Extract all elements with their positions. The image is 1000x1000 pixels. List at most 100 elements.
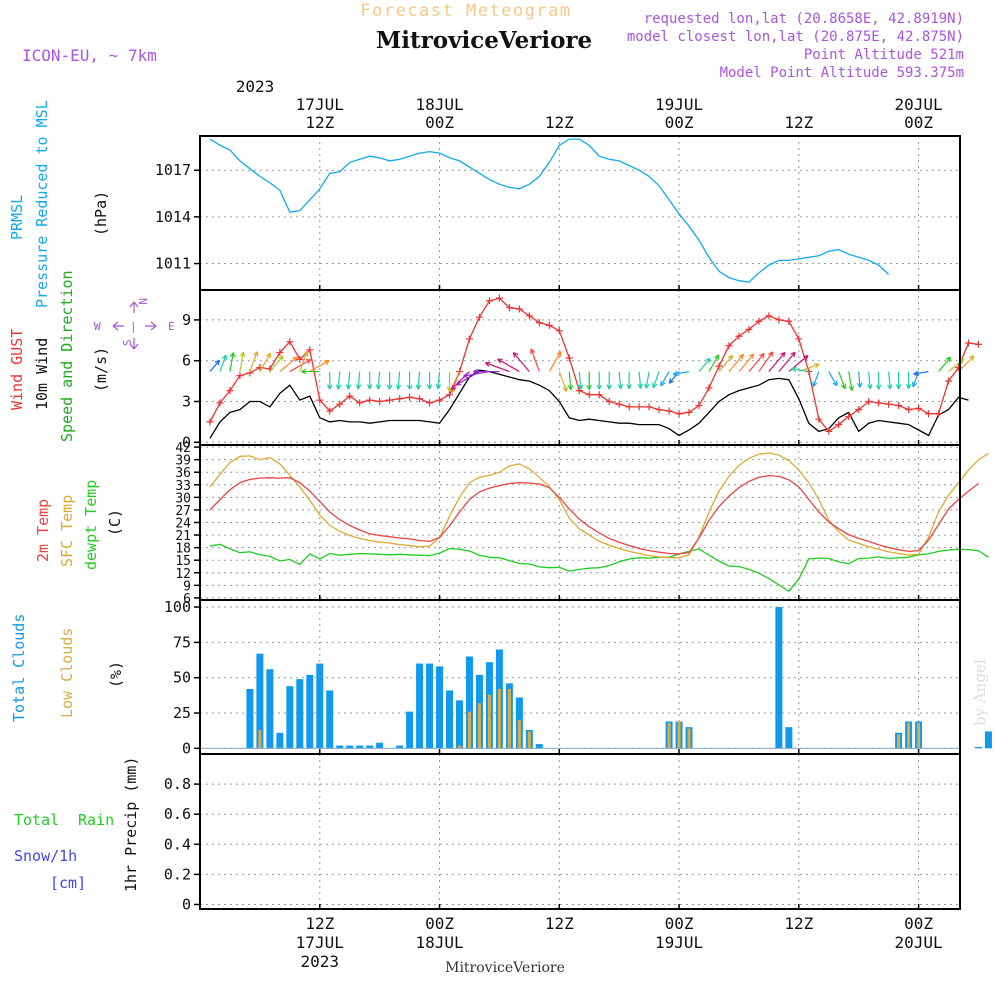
wind-arrow [758, 351, 774, 372]
pressure-label-1: PRMSL [8, 195, 26, 240]
gust-marker [555, 327, 563, 335]
model-name: ICON-EU, ~ 7km [22, 46, 157, 65]
wind-arrow-head [660, 380, 666, 387]
wind-arrow [229, 352, 234, 372]
gust-marker [795, 335, 803, 343]
wind-arrow-head [303, 351, 309, 357]
low-cloud-bar [477, 703, 481, 749]
gust-marker [426, 399, 434, 407]
compass-west: W [94, 320, 101, 333]
gust-marker [785, 317, 793, 325]
gust-marker [685, 408, 693, 416]
top-hour-label: 12Z [784, 113, 813, 132]
wind-arrow [568, 371, 572, 390]
total-cloud-bar [286, 686, 294, 749]
clouds-ytick-label: 0 [182, 739, 191, 757]
wind-arrow [497, 358, 520, 373]
gust-marker [625, 403, 633, 411]
location-title: MitroviceVeriore [376, 27, 592, 54]
wind-arrow [530, 348, 540, 372]
wind-arrow [249, 351, 258, 372]
gust-marker [446, 391, 454, 399]
bottom-hour-label: 12Z [305, 914, 334, 933]
temp-ytick-label: 39 [175, 454, 191, 469]
top-year-label: 2023 [236, 77, 275, 96]
temp-ytick-label: 42 [175, 441, 191, 456]
wind-arrow [698, 357, 711, 372]
total-cloud-bar [455, 700, 463, 749]
wind-arrow-head [473, 368, 479, 375]
gust-marker [376, 397, 384, 405]
wind-arrow-head [832, 380, 838, 387]
gust-marker [905, 406, 913, 414]
wind-arrow [512, 352, 530, 372]
wind-arrow [652, 371, 660, 388]
wind-arrow-head [484, 361, 491, 367]
top-date-label: 17JUL [296, 95, 344, 114]
total-cloud-bar [426, 663, 434, 749]
gust-marker [715, 362, 723, 370]
wind-arrow [645, 371, 650, 389]
wind-arrow [239, 352, 244, 372]
total-rain-label-total: Total [14, 811, 59, 829]
temp-ytick-label: 36 [175, 466, 191, 481]
total-cloud-bar [336, 745, 344, 749]
wind-unit: (m/s) [92, 347, 110, 392]
wind-arrow [309, 359, 330, 373]
temp-ytick-label: 30 [175, 491, 191, 506]
gust-marker [545, 321, 553, 329]
closest-coords: model closest lon,lat (20.875E, 42.875N) [627, 29, 964, 45]
clouds-ytick-label: 100 [164, 598, 191, 616]
total-cloud-bar [396, 745, 404, 749]
wind-arrow-head [278, 355, 284, 362]
temp-ytick-label: 33 [175, 479, 191, 494]
temp-ytick-label: 12 [175, 567, 191, 582]
pressure-ytick-label: 1011 [155, 255, 191, 273]
bottom-date-label: 20JUL [894, 933, 942, 952]
low-cloud-bar [258, 729, 262, 749]
wind-arrow-head [301, 368, 307, 375]
total-cloud-bar [356, 745, 364, 749]
wind-arrow-head [738, 353, 744, 360]
gust-marker [695, 402, 703, 410]
wind-arrow [289, 359, 311, 373]
wind-arrow-head [748, 353, 755, 359]
bottom-date-label: 17JUL [296, 933, 344, 952]
wind-arrow-head [327, 384, 333, 390]
wind-arrow [888, 371, 891, 390]
wind-arrow [558, 371, 568, 392]
wind-arrow [209, 359, 220, 372]
wind-arrow-head [415, 384, 422, 390]
precip-ytick-label: 0.6 [164, 805, 191, 823]
wind-arrow-head [606, 384, 612, 390]
precip-unit: 1hr Precip (mm) [122, 757, 140, 892]
wind-arrow-head [780, 351, 786, 358]
t2m-line [209, 474, 979, 555]
wind-arrow-head [529, 348, 536, 354]
compass-center: | [130, 320, 137, 333]
wind-arrow-head [577, 384, 584, 390]
gust-marker [326, 407, 334, 415]
bottom-hour-label: 12Z [784, 914, 813, 933]
pressure-frame [199, 135, 961, 291]
compass-rose: N S W E | [94, 298, 175, 350]
wind-arrow-head [945, 356, 952, 363]
gust-marker [745, 325, 753, 333]
wind-arrow-head [292, 356, 298, 362]
pressure-unit: (hPa) [92, 191, 110, 236]
gust-marker [475, 313, 483, 321]
wind-arrow [858, 371, 861, 388]
total-cloud-bar [775, 607, 783, 749]
wind-arrow-head [305, 358, 312, 365]
axis-ticks: 1011101410170369691215182124273033363942… [155, 161, 920, 913]
total-cloud-bar [535, 744, 543, 749]
wind-arrow-head [705, 357, 711, 364]
clouds-unit: (%) [107, 661, 125, 688]
gust-marker [495, 294, 503, 302]
temp-ytick-label: 24 [175, 517, 191, 532]
precip-ytick-label: 0.2 [164, 865, 191, 883]
wind-arrow [638, 371, 642, 389]
clouds-frame [199, 599, 961, 755]
